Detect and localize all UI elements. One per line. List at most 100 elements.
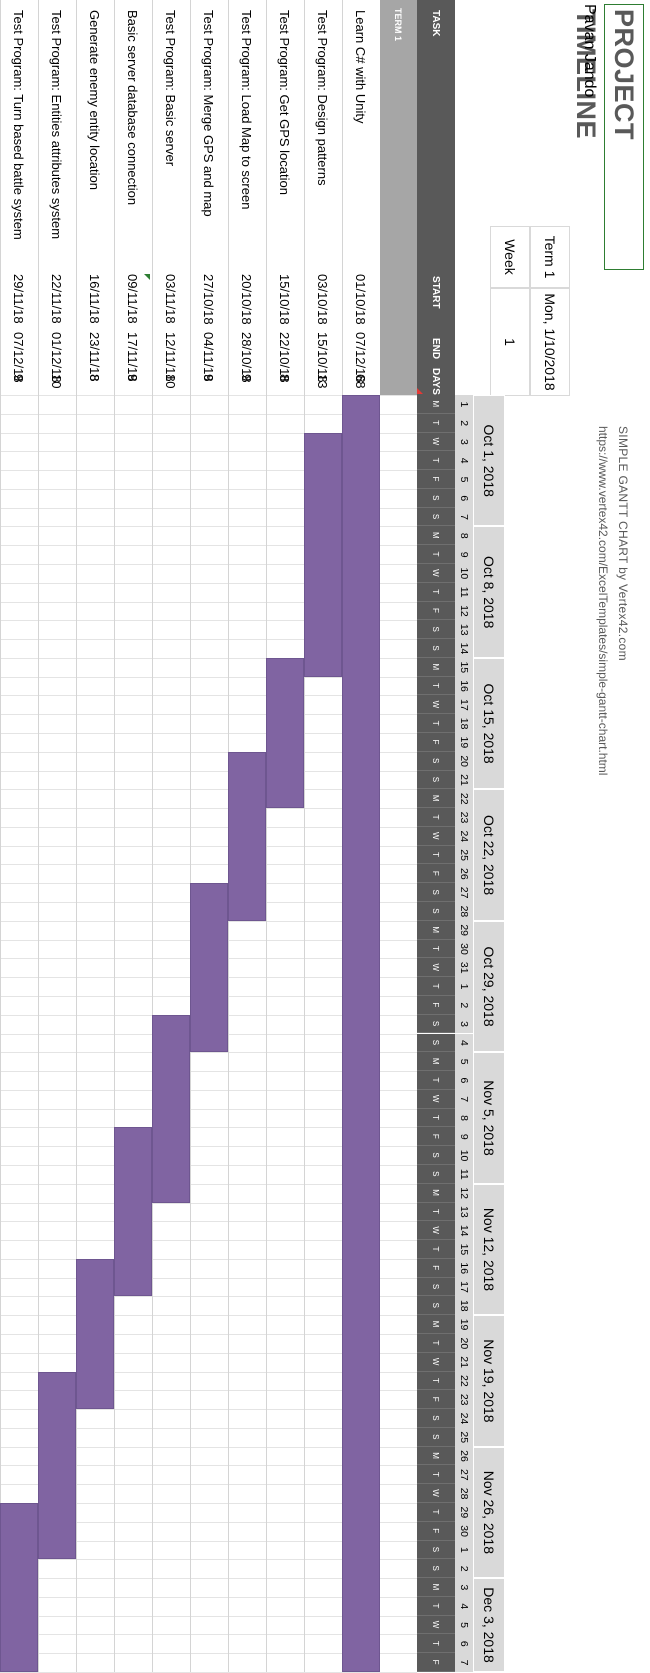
table-header: TASK START END DAYS	[417, 0, 455, 395]
phase-label: TERM 1	[393, 8, 404, 42]
week-header: Oct 1, 2018	[473, 395, 505, 527]
task-days[interactable]: 10	[163, 374, 179, 389]
table-row[interactable]: Test Program: Get GPS location 15/10/18 22…	[266, 0, 304, 1672]
day-number: 13	[455, 620, 473, 640]
day-number: 28	[455, 902, 473, 921]
day-letter: T	[417, 1596, 455, 1616]
day-number: 15	[455, 1240, 473, 1259]
gantt-bar[interactable]	[228, 751, 266, 921]
day-letter: T	[417, 714, 455, 734]
day-letter: F	[417, 601, 455, 621]
table-row[interactable]: Test Program: Basic server 03/11/18 12/11/…	[152, 0, 190, 1672]
day-letter: W	[417, 1484, 455, 1503]
day-letter: F	[417, 1521, 455, 1541]
gantt-bar[interactable]	[266, 657, 304, 809]
day-number: 14	[455, 639, 473, 658]
gantt-bar[interactable]	[38, 1371, 76, 1560]
task-name[interactable]: Test Program: Entities attributes system	[49, 10, 65, 240]
header-task: TASK	[430, 10, 442, 37]
task-days[interactable]: 68	[353, 374, 369, 389]
task-days[interactable]: 9	[201, 374, 217, 382]
day-letter: M	[417, 789, 455, 809]
task-start[interactable]: 09/11/18	[125, 274, 141, 324]
task-days[interactable]: 9	[239, 374, 255, 382]
task-start[interactable]: 29/11/18	[11, 274, 27, 324]
task-start[interactable]: 03/10/18	[315, 274, 331, 325]
task-name[interactable]: Generate enemy entity location	[87, 10, 103, 190]
task-start[interactable]: 01/10/18	[353, 274, 369, 325]
table-row[interactable]: Test Program: Design patterns 03/10/18 15/…	[304, 0, 342, 1672]
task-days[interactable]: 9	[11, 374, 27, 382]
day-number: 5	[455, 1615, 473, 1635]
day-letter: S	[417, 1033, 455, 1053]
week-header: Oct 8, 2018	[473, 526, 505, 658]
project-start-value[interactable]: Mon, 1/10/2018	[530, 288, 570, 396]
project-owner[interactable]: Pavan Jando	[581, 4, 598, 98]
task-days[interactable]: 10	[49, 374, 65, 389]
week-value[interactable]: 1	[490, 288, 530, 396]
task-name[interactable]: Test Program: Get GPS location	[277, 10, 293, 195]
task-name[interactable]: Test Program: Turn based battle system	[11, 10, 27, 240]
table-row[interactable]: Basic server database connection 09/11/18…	[114, 0, 152, 1672]
day-letter: W	[417, 695, 455, 715]
task-name[interactable]: Test Program: Basic server	[163, 10, 179, 167]
task-start[interactable]: 15/10/18	[277, 274, 293, 325]
day-letter: W	[417, 1221, 455, 1241]
table-row[interactable]: Test Program: Turn based battle system 29…	[0, 0, 38, 1672]
task-name[interactable]: Test Program: Merge GPS and map	[201, 10, 217, 217]
day-letter: T	[417, 1333, 455, 1353]
table-row[interactable]: Test Program: Merge GPS and map 27/10/18 0…	[190, 0, 228, 1672]
day-letter: T	[417, 808, 455, 827]
table-row[interactable]: Test Program: Entities attributes system…	[38, 0, 76, 1672]
day-letter: S	[417, 883, 455, 903]
gantt-bar[interactable]	[342, 395, 380, 1672]
task-days[interactable]: 13	[315, 374, 331, 389]
day-number: 7	[455, 1089, 473, 1109]
day-number: 22	[455, 789, 473, 809]
header-note-marker	[417, 388, 423, 394]
table-row[interactable]: Generate enemy entity location 16/11/18 23…	[76, 0, 114, 1672]
day-letter: M	[417, 1446, 455, 1466]
week-header: Oct 15, 2018	[473, 657, 505, 790]
task-days[interactable]: 9	[125, 374, 141, 382]
day-number: 1	[455, 1540, 473, 1560]
task-name[interactable]: Basic server database connection	[125, 10, 141, 206]
day-letter: M	[417, 526, 455, 546]
task-days[interactable]: 8	[277, 374, 293, 382]
day-number: 25	[455, 1427, 473, 1447]
gantt-bar[interactable]	[190, 883, 228, 1053]
day-number: 6	[455, 488, 473, 508]
day-letter: F	[417, 470, 455, 489]
task-name[interactable]: Test Program: Load Map to screen	[239, 10, 255, 210]
day-number: 2	[455, 413, 473, 433]
gantt-bar[interactable]	[76, 1258, 114, 1410]
task-start[interactable]: 03/11/18	[163, 274, 179, 324]
gantt-bar[interactable]	[0, 1502, 38, 1672]
task-start[interactable]: 16/11/18	[87, 274, 103, 324]
task-name[interactable]: Test Program: Design patterns	[315, 10, 331, 186]
day-letter: T	[417, 545, 455, 564]
week-label[interactable]: Week	[490, 226, 530, 288]
day-number: 9	[455, 1127, 473, 1147]
gantt-bar[interactable]	[152, 1014, 190, 1203]
day-letter: T	[417, 451, 455, 471]
day-letter: S	[417, 1014, 455, 1034]
day-letter: S	[417, 1277, 455, 1297]
task-days[interactable]: 8	[87, 374, 103, 382]
task-start[interactable]: 27/10/18	[201, 274, 217, 325]
day-number: 1	[455, 977, 473, 996]
day-letter: F	[417, 1653, 455, 1672]
header-start: START	[430, 276, 442, 309]
task-name[interactable]: Learn C# with Unity	[353, 10, 369, 124]
day-number: 14	[455, 1221, 473, 1241]
page-title[interactable]: PROJECT TIMELINE	[571, 4, 644, 270]
gantt-bar[interactable]	[114, 1127, 152, 1297]
project-start-label[interactable]: Term 1	[530, 226, 570, 288]
task-start[interactable]: 20/10/18	[239, 274, 255, 325]
table-row[interactable]: Learn C# with Unity 01/10/18 07/12/18 68	[342, 0, 380, 1672]
table-row[interactable]: Test Program: Load Map to screen 20/10/18…	[228, 0, 266, 1672]
day-number: 13	[455, 1202, 473, 1222]
gantt-bar[interactable]	[304, 432, 342, 677]
task-start[interactable]: 22/11/18	[49, 274, 65, 324]
